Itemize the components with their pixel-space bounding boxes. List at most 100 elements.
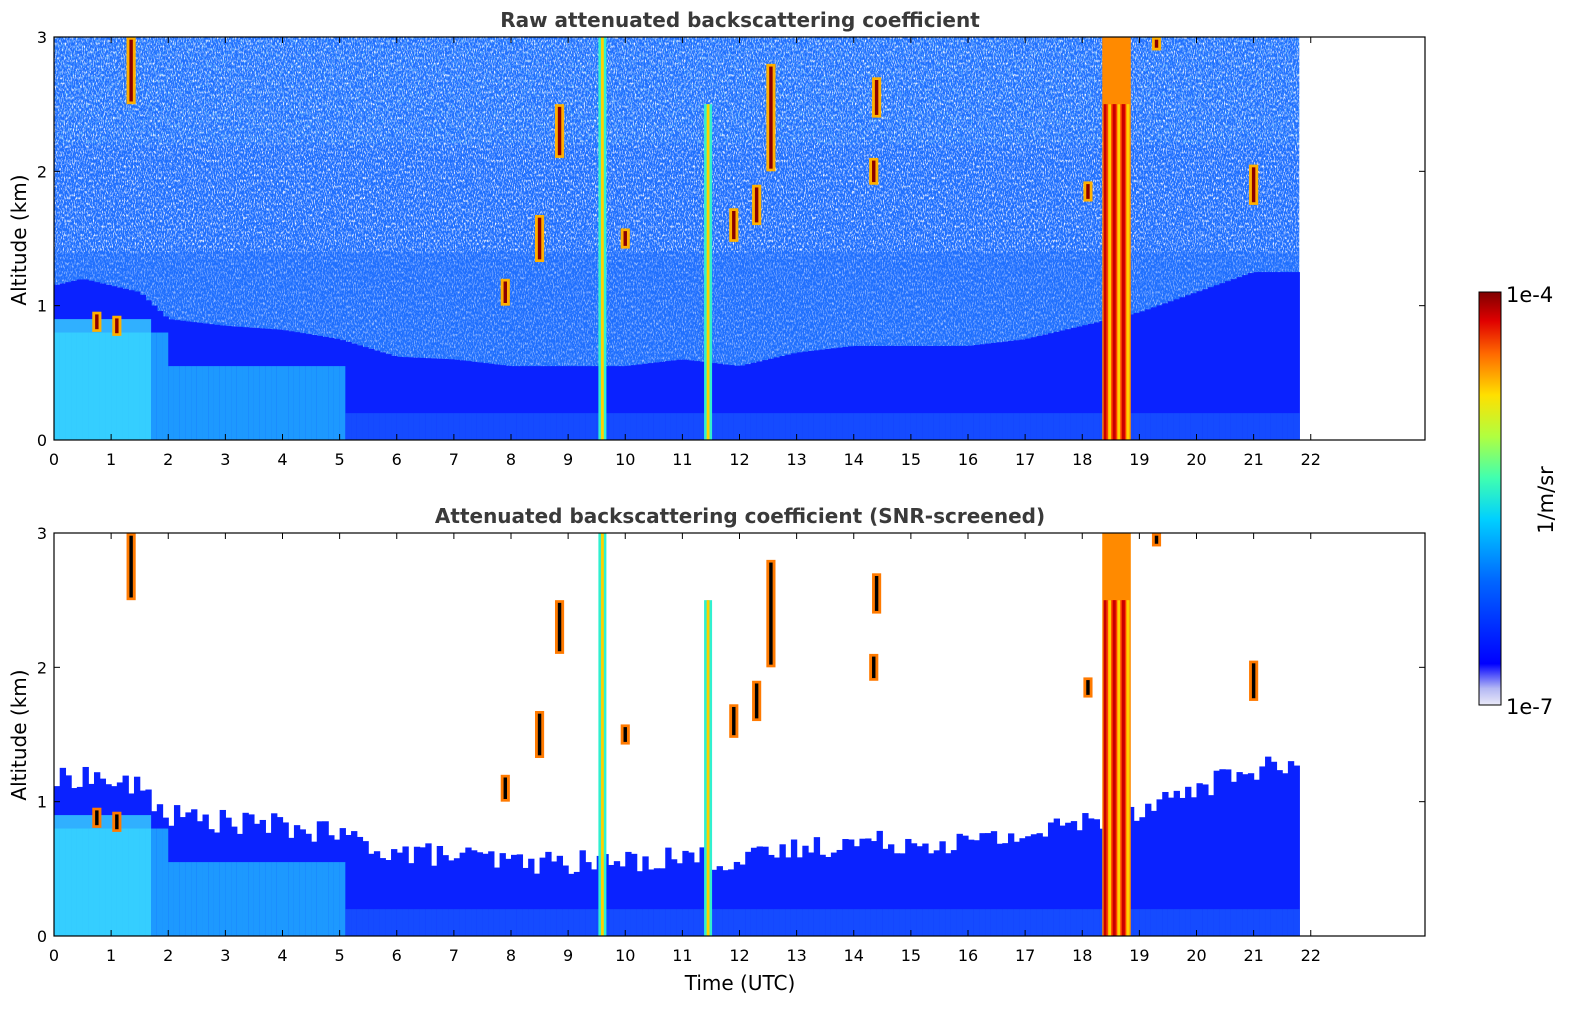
boundary-layer-column [1156, 799, 1163, 936]
boundary-layer-column [1065, 822, 1072, 936]
boundary-layer-column [1007, 340, 1015, 440]
aerosol-column [1065, 413, 1072, 440]
aerosol-column [253, 366, 261, 440]
aerosol-column [202, 366, 209, 440]
aerosol-column [1053, 909, 1060, 936]
x-tick-label: 12 [729, 946, 749, 965]
aerosol-column [522, 909, 529, 936]
boundary-layer-column [1270, 761, 1278, 936]
elevated-cloud-core [732, 706, 736, 736]
aerosol-column [1282, 413, 1289, 440]
boundary-layer-column [819, 349, 826, 440]
aerosol-column [413, 909, 421, 936]
aerosol-column [339, 862, 346, 936]
aerosol-column [893, 413, 901, 440]
aerosol-column [710, 413, 718, 440]
boundary-layer-column [1139, 311, 1146, 440]
aerosol-column [1007, 413, 1015, 440]
boundary-layer-column [1207, 795, 1215, 936]
boundary-layer-column [488, 363, 495, 440]
boundary-layer-column [1145, 803, 1152, 936]
boundary-layer-column [431, 358, 438, 440]
aerosol-column [739, 909, 746, 936]
aerosol-column [910, 909, 918, 936]
boundary-layer-column [710, 869, 718, 936]
aerosol-column [865, 909, 872, 936]
boundary-layer-column [768, 358, 775, 440]
boundary-layer-column [550, 366, 558, 440]
aerosol-column [362, 909, 369, 936]
boundary-layer-column [408, 357, 415, 440]
boundary-layer-column [1287, 272, 1295, 440]
aerosol-column [825, 909, 832, 936]
boundary-layer-column [1282, 272, 1289, 440]
boundary-layer-column [1087, 818, 1095, 936]
boundary-layer-column [1185, 786, 1192, 936]
x-tick-label: 14 [844, 450, 864, 469]
elevated-cloud-core [129, 39, 133, 102]
boundary-layer-column [990, 831, 998, 936]
boundary-layer-column [950, 345, 958, 440]
boundary-layer-column [779, 844, 786, 936]
boundary-layer-column [522, 867, 529, 936]
aerosol-column [836, 909, 843, 936]
boundary-layer-column [345, 834, 352, 936]
x-tick-label: 13 [786, 946, 806, 965]
aerosol-column [253, 862, 261, 936]
boundary-layer-column [882, 848, 889, 936]
boundary-layer-column [1265, 272, 1272, 440]
boundary-layer-column [699, 361, 706, 440]
x-tick-label: 20 [1186, 946, 1206, 965]
aerosol-column [802, 909, 809, 936]
aerosol-column [1190, 413, 1198, 440]
aerosol-column [162, 332, 169, 440]
boundary-layer-column [482, 853, 489, 936]
boundary-layer-column [1070, 821, 1078, 936]
aerosol-column [1127, 413, 1135, 440]
aerosol-column [448, 413, 455, 440]
aerosol-column [665, 909, 672, 936]
boundary-layer-column [1167, 301, 1175, 440]
x-tick-label: 17 [1015, 946, 1035, 965]
boundary-layer-column [842, 346, 849, 440]
x-tick-label: 2 [163, 450, 173, 469]
boundary-layer-column [1225, 281, 1232, 440]
boundary-layer-column [1213, 285, 1220, 440]
aerosol-column [590, 909, 598, 936]
boundary-layer-column [762, 846, 769, 936]
boundary-layer-column [573, 366, 581, 440]
aerosol-column [979, 413, 986, 440]
aerosol-column [585, 413, 592, 440]
boundary-layer-column [362, 841, 369, 936]
boundary-layer-column [1162, 303, 1169, 440]
boundary-layer-column [1025, 338, 1032, 440]
aerosol-column [259, 366, 266, 440]
aerosol-column [1270, 909, 1278, 936]
boundary-layer-column [1265, 756, 1272, 936]
aerosol-column [231, 366, 238, 440]
boundary-layer-column [808, 351, 815, 440]
aerosol-column [425, 909, 432, 936]
x-tick-label: 16 [958, 450, 978, 469]
boundary-layer-column [1030, 834, 1038, 936]
aerosol-column [196, 862, 204, 936]
aerosol-column [950, 909, 958, 936]
aerosol-column [391, 413, 398, 440]
boundary-layer-column [613, 366, 621, 440]
aerosol-column [453, 413, 461, 440]
aerosol-column [819, 909, 826, 936]
aerosol-column [1019, 909, 1026, 936]
x-tick-label: 21 [1243, 450, 1263, 469]
aerosol-column [990, 909, 998, 936]
aerosol-column [773, 413, 781, 440]
aerosol-column [516, 909, 524, 936]
aerosol-column [408, 413, 415, 440]
boundary-layer-column [1150, 810, 1158, 936]
aerosol-column [670, 909, 678, 936]
aerosol-column [973, 413, 981, 440]
boundary-layer-column [1259, 272, 1266, 440]
aerosol-column [773, 909, 781, 936]
boundary-layer-column [739, 365, 746, 440]
aerosol-column [413, 413, 421, 440]
aerosol-column [922, 909, 929, 936]
